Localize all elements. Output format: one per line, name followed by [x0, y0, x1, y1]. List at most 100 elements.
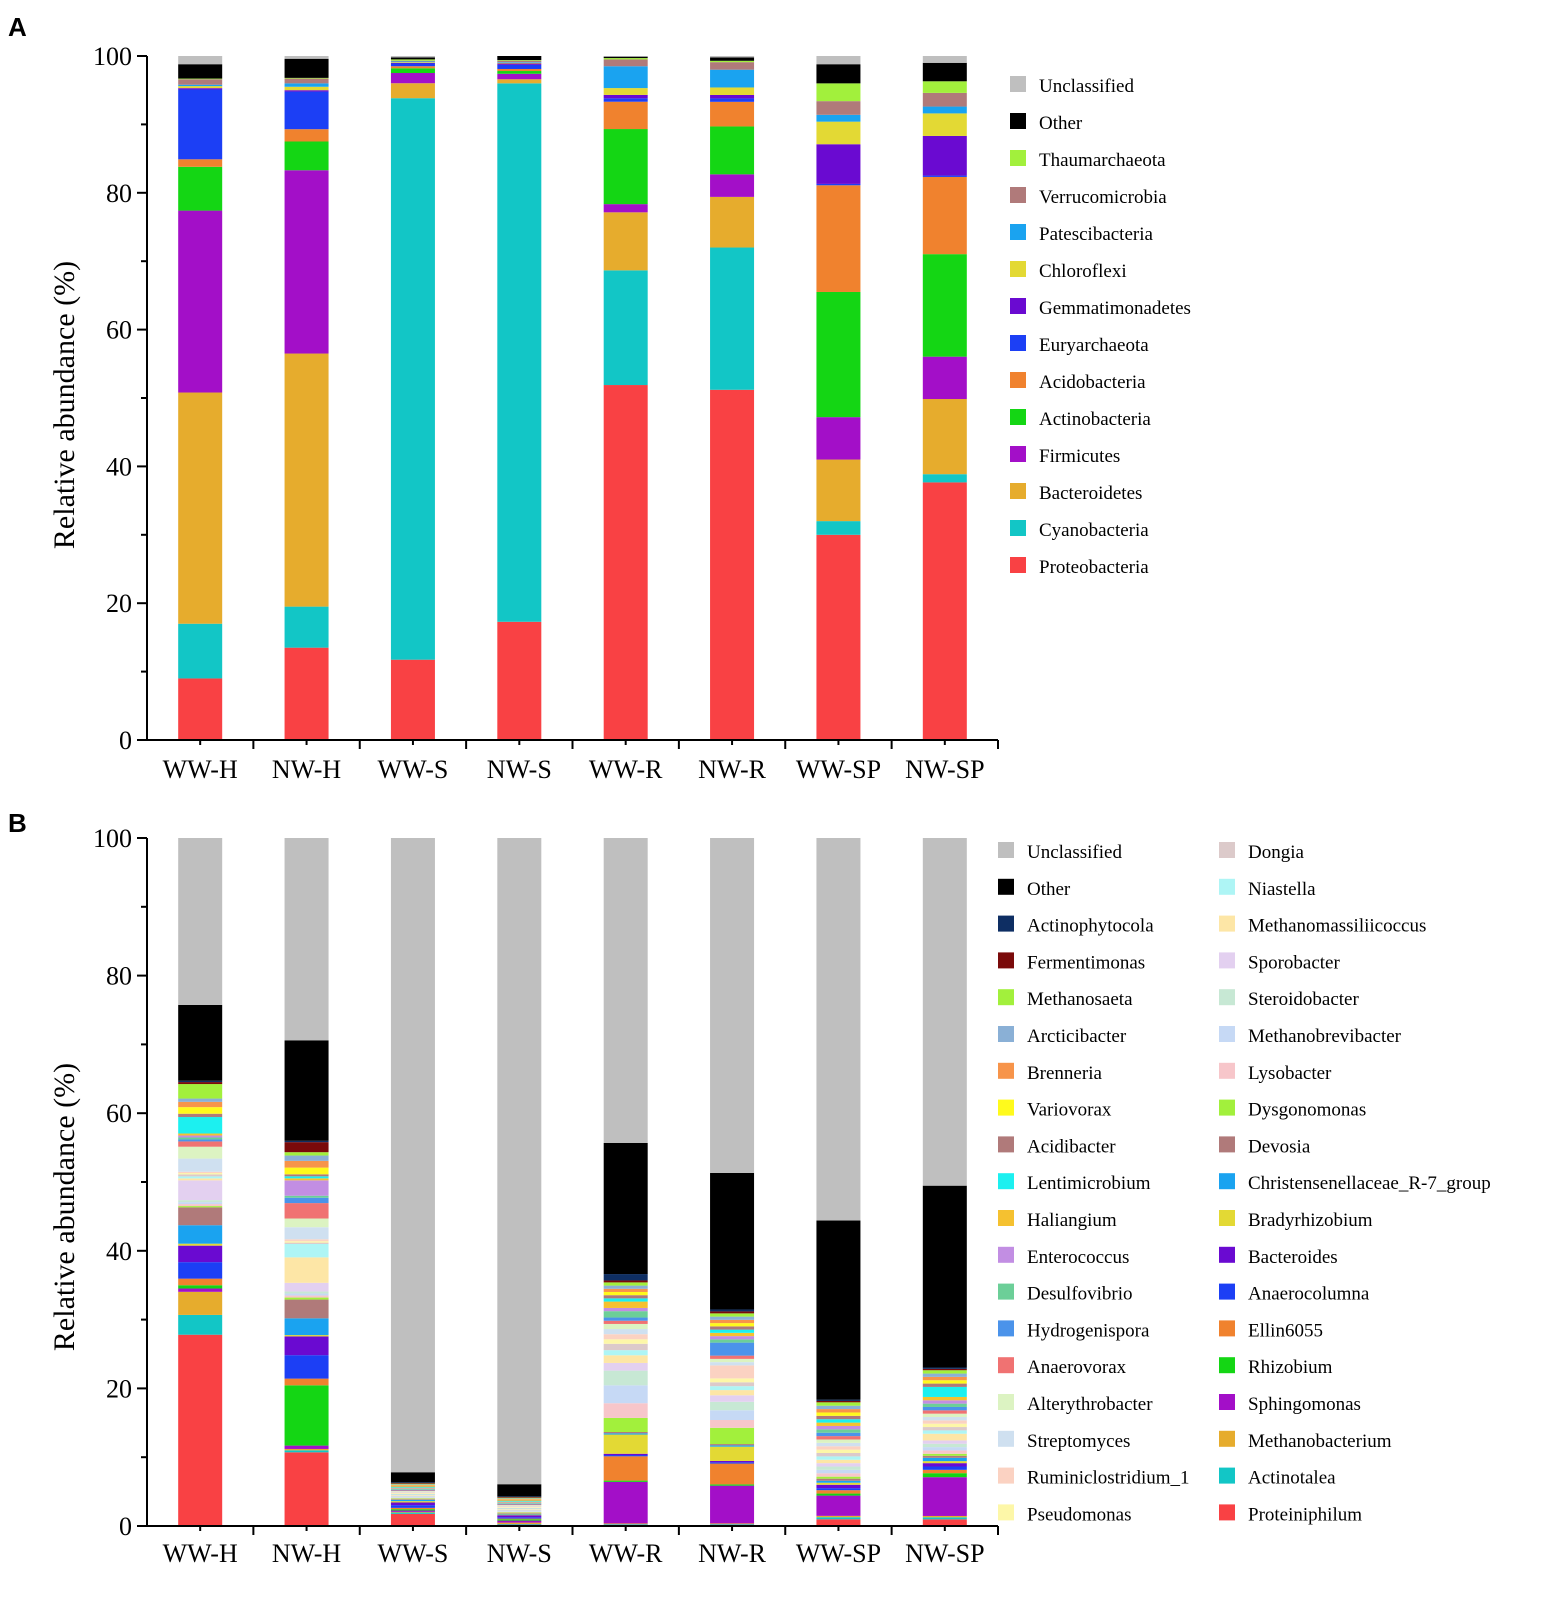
bar-segment-ww-r-rhizobium — [603, 1480, 648, 1482]
bar-segment-nw-s-haliangium — [497, 1501, 542, 1503]
bar-segment-ww-s-unclassified — [390, 56, 435, 58]
x-tick-label-ww-h: WW-H — [163, 1539, 238, 1568]
bar-segment-nw-h-enterococcus — [284, 1180, 329, 1196]
bar-segment-ww-sp-unclassified — [816, 56, 861, 65]
bar-segment-ww-h-christensenellaceae-r-7-group — [178, 1225, 223, 1244]
bar-segment-ww-s-gemmatimonadetes — [390, 62, 435, 64]
bar-segment-ww-s-niastella — [390, 1494, 435, 1496]
bar-segment-nw-sp-enterococcus — [922, 1400, 967, 1404]
bar-segment-nw-s-niastella — [497, 1508, 542, 1510]
bar-segment-nw-sp-unclassified — [922, 838, 967, 1186]
bar-segment-nw-h-proteobacteria — [284, 647, 329, 740]
panel-a-x-ticks: WW-H NW-H WW-S NW-S WW-R NW-R WW-SP NW-SP — [163, 740, 985, 784]
bar-segment-ww-r-haliangium — [603, 1301, 648, 1308]
bar-segment-nw-h-fermentimonas — [284, 1142, 329, 1153]
bar-segment-nw-sp-methanobrevibacter — [922, 1447, 967, 1451]
bar-segment-ww-sp-acidobacteria — [816, 185, 861, 292]
bar-segment-ww-h-niastella — [178, 1176, 223, 1179]
bar-segment-ww-s-dysgonomonas — [390, 1498, 435, 1500]
bar-segment-ww-r-devosia — [603, 1432, 648, 1434]
bar-segment-ww-r-brenneria — [603, 1288, 648, 1292]
bar-segment-nw-s-other — [497, 56, 542, 61]
bar-segment-nw-h-bacteroidetes — [284, 353, 329, 607]
bar-segment-ww-s-proteiniphilum — [390, 1513, 435, 1526]
bar-segment-nw-r-lentimicrobium — [710, 1329, 755, 1333]
bar-segment-ww-h-desulfovibrio — [178, 1137, 223, 1140]
bar-segment-ww-s-pseudomonas — [390, 1493, 435, 1494]
bar-segment-nw-sp-lentimicrobium — [922, 1386, 967, 1397]
bar-segment-nw-sp-actinotalea — [922, 1517, 967, 1520]
bar-segment-ww-s-steroidobacter — [390, 1496, 435, 1498]
legend-label-verrucomicrobia: Verrucomicrobia — [1039, 187, 1167, 208]
bar-segment-nw-h-variovorax — [284, 1167, 329, 1175]
bar-segment-nw-s-alterythrobacter — [497, 1505, 542, 1506]
bar-segment-ww-r-gemmatimonadetes — [603, 94, 648, 99]
bar-segment-nw-r-cyanobacteria — [710, 247, 755, 390]
legend-label-methanomassiliicoccus: Methanomassiliicoccus — [1248, 916, 1426, 937]
bar-segment-ww-r-actinophytocola — [603, 1274, 648, 1281]
legend-label-devosia: Devosia — [1248, 1136, 1311, 1157]
bar-segment-ww-r-enterococcus — [603, 1307, 648, 1312]
bar-segment-nw-s-sphingomonas — [497, 1520, 542, 1523]
bar-segment-nw-r-dongia — [710, 1382, 755, 1387]
legend-label-sphingomonas: Sphingomonas — [1248, 1394, 1361, 1415]
bar-segment-nw-s-actinotalea — [497, 1523, 542, 1525]
bar-segment-ww-s-lentimicrobium — [390, 1487, 435, 1488]
legend-swatch-methanosaeta — [998, 989, 1014, 1006]
bar-segment-ww-s-actinophytocola — [390, 1482, 435, 1483]
bar-segment-ww-sp-thaumarchaeota — [816, 83, 861, 102]
bar-segment-ww-sp-hydrogenispora — [816, 1432, 861, 1437]
legend-swatch-other — [1010, 113, 1026, 129]
bar-segment-ww-r-verrucomicrobia — [603, 59, 648, 67]
y-tick-label-0: 0 — [119, 1512, 132, 1541]
bar-segment-ww-s-haliangium — [390, 1487, 435, 1489]
bar-segment-nw-r-other — [710, 1172, 755, 1310]
legend-swatch-brenneria — [998, 1062, 1014, 1079]
bar-segment-ww-h-methanomassiliicoccus — [178, 1178, 223, 1181]
bar-segment-ww-s-bacteroides — [390, 1502, 435, 1506]
panel-a-y-ticks: 0 20 40 60 80 100 — [93, 42, 147, 755]
bar-segment-ww-sp-methanosaeta — [816, 1402, 861, 1406]
bar-segment-ww-s-lysobacter — [390, 1497, 435, 1499]
legend-label-desulfovibrio: Desulfovibrio — [1027, 1284, 1133, 1305]
bar-segment-nw-r-actinobacteria — [710, 126, 755, 175]
bar-segment-nw-h-proteiniphilum — [284, 1452, 329, 1526]
legend-label-lentimicrobium: Lentimicrobium — [1027, 1173, 1151, 1194]
bar-segment-nw-sp-pseudomonas — [922, 1423, 967, 1428]
bar-segment-ww-s-ruminiclostridium-1 — [390, 1492, 435, 1494]
x-tick-label-nw-h: NW-H — [272, 1539, 342, 1568]
bar-segment-nw-r-sphingomonas — [710, 1485, 755, 1524]
bar-segment-ww-sp-bacteroidetes — [816, 459, 861, 522]
bar-segment-nw-h-ruminiclostridium-1 — [284, 1239, 329, 1242]
bar-segment-nw-sp-patescibacteria — [922, 106, 967, 114]
bar-segment-ww-h-variovorax — [178, 1107, 223, 1114]
legend-swatch-alterythrobacter — [998, 1394, 1014, 1410]
bar-segment-ww-r-variovorax — [603, 1291, 648, 1296]
legend-swatch-sporobacter — [1219, 952, 1235, 969]
bar-segment-nw-sp-unclassified — [922, 56, 967, 63]
legend-label-actinophytocola: Actinophytocola — [1027, 916, 1154, 937]
bar-segment-ww-h-other — [178, 64, 223, 79]
bar-segment-nw-sp-acidibacter — [922, 1383, 967, 1387]
bar-segment-nw-s-actinobacteria — [497, 71, 542, 74]
legend-swatch-acidibacter — [998, 1136, 1014, 1153]
legend-label-actinobacteria: Actinobacteria — [1039, 409, 1151, 430]
bar-segment-nw-s-firmicutes — [497, 73, 542, 80]
bar-segment-nw-r-anaerovorax — [710, 1355, 755, 1359]
bar-segment-ww-r-cyanobacteria — [603, 270, 648, 386]
bar-segment-ww-sp-bradyrhizobium — [816, 1482, 861, 1485]
bar-segment-ww-h-haliangium — [178, 1133, 223, 1136]
bar-segment-ww-h-unclassified — [178, 56, 223, 65]
legend-label-gemmatimonadetes: Gemmatimonadetes — [1039, 298, 1191, 319]
bar-segment-nw-sp-steroidobacter — [922, 1443, 967, 1448]
bar-segment-nw-s-euryarchaeota — [497, 64, 542, 69]
bar-segment-ww-s-actinotalea — [390, 1512, 435, 1514]
bar-segment-nw-s-ruminiclostridium-1 — [497, 1506, 542, 1508]
bar-segment-ww-s-bacteroidetes — [390, 83, 435, 99]
bar-segment-ww-s-methanobrevibacter — [390, 1497, 435, 1498]
panel-b-y-ticks: 0 20 40 60 80 100 — [93, 824, 147, 1541]
bar-segment-ww-r-acidibacter — [603, 1295, 648, 1299]
bar-segment-ww-h-hydrogenispora — [178, 1139, 223, 1142]
bar-segment-ww-sp-ellin6055 — [816, 1490, 861, 1494]
bar-segment-nw-h-steroidobacter — [284, 1291, 329, 1294]
